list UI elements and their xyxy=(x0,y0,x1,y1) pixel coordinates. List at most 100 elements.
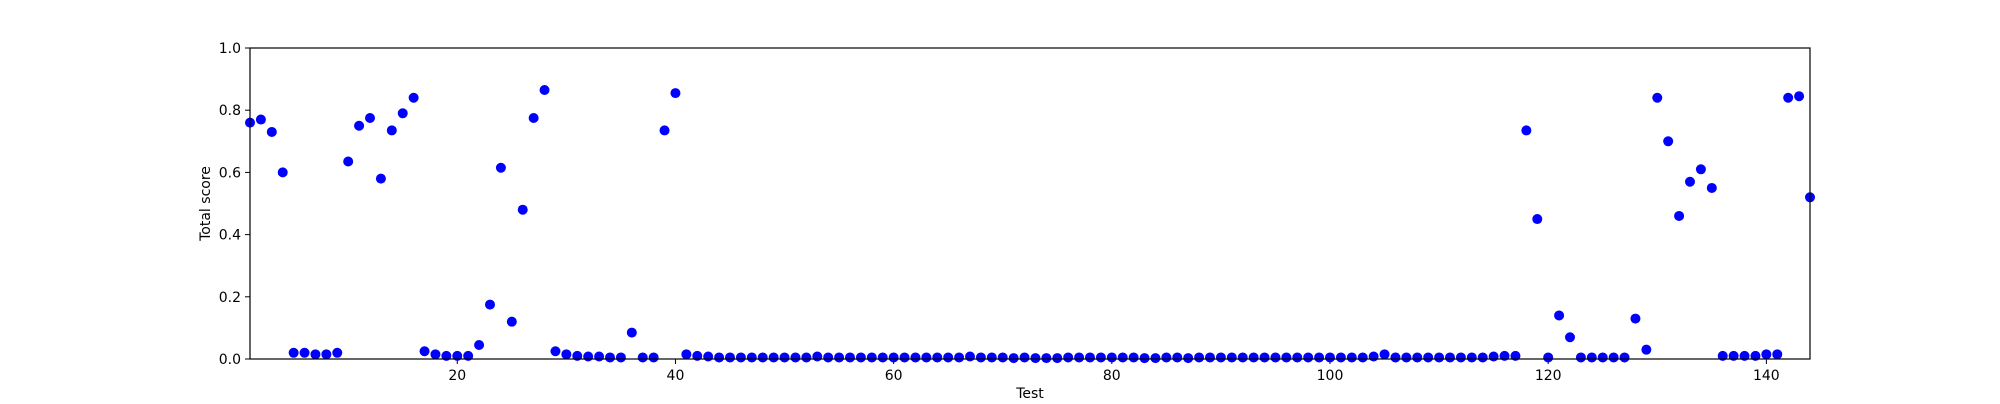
y-tick-label: 0.8 xyxy=(219,103,241,119)
data-point xyxy=(1019,352,1030,363)
y-tick-label: 1.0 xyxy=(219,41,241,57)
data-point xyxy=(1161,352,1172,363)
data-point xyxy=(626,327,637,338)
data-point xyxy=(1401,352,1412,363)
data-point xyxy=(506,316,517,327)
data-point xyxy=(1783,92,1794,103)
x-axis: 20 40 60 80 100 120 140 xyxy=(448,359,1780,384)
data-point xyxy=(659,125,670,136)
data-point xyxy=(1717,350,1728,361)
data-point xyxy=(768,352,779,363)
data-point xyxy=(997,352,1008,363)
x-tick-label: 20 xyxy=(448,368,466,384)
data-point xyxy=(288,347,299,358)
data-point xyxy=(485,299,495,310)
data-point xyxy=(561,349,572,360)
data-point xyxy=(419,346,430,357)
x-tick-label: 140 xyxy=(1753,368,1780,384)
data-point xyxy=(965,351,975,362)
data-point xyxy=(1008,353,1019,364)
data-point xyxy=(1095,352,1106,363)
data-point xyxy=(1728,350,1739,361)
y-tick-label: 0.6 xyxy=(219,165,241,181)
data-point xyxy=(299,347,310,358)
data-point xyxy=(943,352,954,363)
data-point xyxy=(1117,352,1128,363)
data-point xyxy=(452,350,463,361)
data-point xyxy=(1030,353,1041,364)
y-axis-label: Total score xyxy=(198,166,214,242)
data-point xyxy=(1652,92,1663,103)
data-point xyxy=(1565,332,1575,343)
data-point xyxy=(430,349,441,360)
data-point xyxy=(1205,352,1215,363)
data-point xyxy=(975,352,986,363)
data-point xyxy=(757,352,768,363)
data-point xyxy=(1412,352,1423,363)
data-point xyxy=(277,167,288,178)
data-point xyxy=(1608,352,1619,363)
data-point xyxy=(1325,352,1335,363)
data-point xyxy=(1554,310,1565,321)
data-point xyxy=(1695,164,1706,175)
data-point xyxy=(441,350,452,361)
y-axis: 0.0 0.2 0.4 0.6 0.8 1.0 xyxy=(219,41,250,368)
data-point xyxy=(1303,352,1314,363)
data-point xyxy=(1194,352,1205,363)
data-point xyxy=(1172,352,1183,363)
data-point xyxy=(1074,352,1085,363)
data-point xyxy=(1346,352,1357,363)
data-point xyxy=(517,204,528,215)
data-point xyxy=(255,114,266,125)
data-point xyxy=(1586,352,1597,363)
data-point xyxy=(714,352,725,363)
data-point xyxy=(1630,313,1641,324)
data-point xyxy=(1052,353,1063,364)
data-point xyxy=(899,352,910,363)
data-point xyxy=(266,126,277,137)
data-point xyxy=(1619,352,1630,363)
x-axis-label: Test xyxy=(1015,386,1044,400)
data-point xyxy=(1510,350,1521,361)
data-point xyxy=(746,352,757,363)
data-point xyxy=(1314,352,1325,363)
data-point xyxy=(1445,352,1455,363)
x-tick-label: 40 xyxy=(667,368,685,384)
x-tick-label: 120 xyxy=(1535,368,1562,384)
data-points xyxy=(245,84,1815,364)
data-point xyxy=(1543,352,1554,363)
data-point xyxy=(637,352,648,363)
x-tick-label: 60 xyxy=(885,368,903,384)
data-point xyxy=(986,352,997,363)
data-point xyxy=(1270,352,1281,363)
data-point xyxy=(1226,352,1237,363)
data-point xyxy=(528,112,539,123)
data-point xyxy=(1368,351,1379,362)
plot-area xyxy=(250,48,1810,359)
data-point xyxy=(670,88,681,99)
data-point xyxy=(1761,349,1772,360)
data-point xyxy=(375,173,386,184)
x-tick-label: 80 xyxy=(1103,368,1121,384)
data-point xyxy=(1379,349,1390,360)
data-point xyxy=(1259,352,1270,363)
data-point xyxy=(1794,91,1805,102)
data-point xyxy=(1706,182,1717,193)
data-point xyxy=(615,352,626,363)
data-point xyxy=(877,352,888,363)
data-point xyxy=(1128,352,1139,363)
data-point xyxy=(332,347,343,358)
data-point xyxy=(397,108,408,119)
data-point xyxy=(1106,352,1117,363)
data-point xyxy=(1663,136,1674,147)
data-point xyxy=(594,351,605,362)
data-point xyxy=(1499,350,1510,361)
data-point xyxy=(1423,352,1434,363)
data-point xyxy=(779,352,790,363)
x-tick-label: 100 xyxy=(1317,368,1344,384)
data-point xyxy=(834,352,845,363)
data-point xyxy=(1041,353,1052,364)
data-point xyxy=(954,352,965,363)
data-point xyxy=(801,352,812,363)
